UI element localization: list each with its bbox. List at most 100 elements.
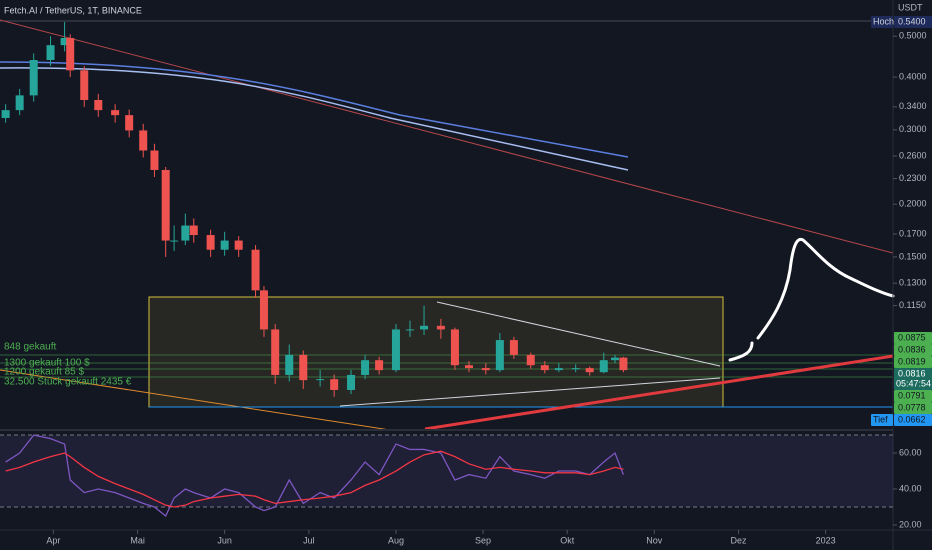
rsi-band — [0, 435, 893, 507]
candle-body — [420, 325, 429, 330]
annotation: 32.500 Stück gekauft 2435 € — [4, 377, 132, 388]
candle-body — [66, 38, 75, 71]
trend-line — [0, 369, 391, 431]
candle-body — [610, 357, 619, 361]
candle-body — [150, 150, 159, 170]
candle-body — [495, 340, 504, 371]
candle-body — [259, 290, 268, 330]
candle-body — [111, 110, 120, 116]
price-label: 0.0791 — [898, 390, 926, 400]
candle-body — [206, 235, 215, 250]
price-label: 0.5400 — [898, 16, 926, 26]
triangle-line — [339, 377, 721, 407]
currency-label: USDT — [898, 2, 923, 12]
price-label-box — [894, 16, 932, 29]
candle-body — [436, 325, 445, 330]
candle-body — [526, 354, 535, 366]
chart-title: Fetch.AI / TetherUS, 1T, BINANCE — [4, 5, 142, 15]
candle-body — [60, 38, 69, 46]
x-tick-label: Nov — [646, 535, 663, 545]
y-tick-label: 0.1300 — [899, 278, 927, 288]
y-tick-label: 0.3400 — [899, 101, 927, 111]
candle-body — [234, 240, 243, 250]
rsi-line — [5, 450, 624, 508]
candle-body — [125, 115, 134, 131]
annotation: 1200 gekauft 85 $ — [4, 367, 85, 378]
y-tick-label: 0.1150 — [899, 300, 926, 310]
candle-body — [619, 357, 628, 371]
candle-body — [46, 45, 55, 61]
price-label-box — [894, 390, 932, 402]
moving-average — [0, 61, 629, 158]
candle-body — [189, 225, 198, 236]
candle-body — [571, 368, 580, 370]
y-tick-label: 60.00 — [899, 447, 922, 457]
range-box — [148, 296, 724, 408]
price-tag-box — [871, 16, 893, 29]
moving-average — [0, 67, 629, 171]
candle-body — [405, 329, 414, 331]
annotation: 1300 gekauft 100 $ — [4, 358, 90, 369]
price-tag-box — [871, 414, 893, 426]
y-tick-label: 0.2600 — [899, 150, 927, 160]
candle-body — [170, 240, 179, 242]
candle-body — [1, 110, 10, 118]
y-tick-label: 0.2000 — [899, 199, 927, 209]
x-tick-label: Dez — [731, 535, 748, 545]
rsi-line — [5, 434, 625, 517]
candle-body — [375, 360, 384, 371]
price-label: 0.0875 — [898, 332, 926, 342]
candle-body — [540, 365, 549, 371]
support-line — [424, 354, 894, 431]
price-label-box — [894, 368, 932, 390]
x-tick-label: Mai — [130, 535, 145, 545]
x-tick-label: Jun — [217, 535, 232, 545]
annotation: 848 gekauft — [4, 342, 56, 353]
candle-body — [94, 99, 103, 111]
y-tick-label: 0.3000 — [899, 124, 927, 134]
candle-body — [450, 329, 459, 366]
candle-body — [585, 368, 594, 373]
trend-line — [0, 19, 894, 254]
candle-body — [139, 130, 148, 151]
countdown: 05:47:54 — [896, 378, 931, 388]
price-label: 0.0778 — [898, 402, 926, 412]
candle-body — [599, 360, 608, 373]
price-label: 0.0836 — [898, 344, 926, 354]
candle-body — [509, 340, 518, 355]
price-label: 0.0816 — [898, 368, 926, 378]
price-label: 0.0662 — [898, 414, 926, 424]
candle-body — [347, 374, 356, 390]
x-tick-label: 2023 — [816, 535, 836, 545]
price-label-box — [894, 344, 932, 356]
x-tick-label: Sep — [475, 535, 491, 545]
candle-body — [80, 70, 89, 100]
candle-body — [285, 354, 294, 375]
price-label: 0.0819 — [898, 356, 926, 366]
price-label-box — [894, 356, 932, 368]
y-tick-label: 0.4000 — [899, 71, 927, 81]
y-tick-label: 0.2300 — [899, 173, 927, 183]
candle-body — [330, 379, 339, 390]
x-tick-label: Okt — [560, 535, 575, 545]
price-label-box — [894, 402, 932, 414]
candle-body — [161, 169, 170, 241]
candle-body — [15, 95, 24, 111]
projection-sketch — [728, 237, 895, 362]
x-tick-label: Apr — [46, 535, 60, 545]
candle-body — [181, 225, 190, 241]
candle-body — [391, 329, 400, 371]
price-tag: Tief — [873, 414, 888, 424]
y-tick-label: 0.5000 — [899, 31, 927, 41]
x-tick-label: Aug — [388, 535, 404, 545]
candle-body — [299, 354, 308, 381]
y-tick-label: 0.1500 — [899, 251, 927, 261]
candle-body — [220, 240, 229, 250]
candle-body — [316, 379, 325, 381]
y-tick-label: 40.00 — [899, 483, 922, 493]
triangle-line — [436, 301, 721, 367]
candle-body — [464, 365, 473, 369]
candle-body — [271, 329, 280, 375]
